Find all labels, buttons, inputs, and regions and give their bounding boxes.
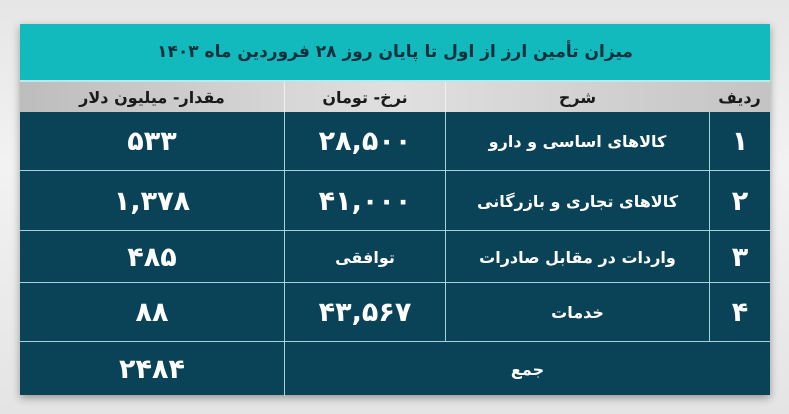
- total-row: جمع ۲۴۸۴: [20, 341, 770, 396]
- row-description: کالاهای تجاری و بازرگانی: [445, 171, 709, 231]
- row-description: واردات در مقابل صادرات: [445, 231, 709, 283]
- table-row: ۲ کالاهای تجاری و بازرگانی ۴۱,۰۰۰ ۱,۳۷۸: [20, 170, 770, 231]
- row-index: ۱: [709, 112, 770, 170]
- table-row: ۱ کالاهای اساسی و دارو ۲۸,۵۰۰ ۵۳۳: [20, 112, 770, 170]
- row-rate: ۴۱,۰۰۰: [284, 171, 445, 231]
- row-description: خدمات: [445, 283, 709, 342]
- row-amount: ۵۳۳: [127, 125, 177, 157]
- total-amount: ۲۴۸۴: [119, 353, 185, 385]
- row-index: ۳: [709, 231, 770, 283]
- header-description: شرح: [445, 82, 709, 112]
- table-body: ۱ کالاهای اساسی و دارو ۲۸,۵۰۰ ۵۳۳ ۲ کالا…: [20, 112, 770, 396]
- row-amount: ۸۸: [135, 297, 169, 328]
- row-rate: توافقی: [284, 231, 445, 283]
- currency-allocation-table: میزان تأمین ارز از اول تا پایان روز ۲۸ ف…: [20, 24, 770, 396]
- row-description: کالاهای اساسی و دارو: [445, 112, 709, 170]
- row-rate: ۴۳,۵۶۷: [284, 283, 445, 342]
- row-amount: ۴۸۵: [127, 241, 177, 273]
- header-amount: مقدار- میلیون دلار: [79, 87, 225, 107]
- row-amount: ۱,۳۷۸: [113, 185, 191, 217]
- header-row: ردیف شرح نرخ- تومان مقدار- میلیون دلار: [20, 82, 770, 112]
- row-index: ۴: [709, 283, 770, 342]
- row-index: ۲: [709, 171, 770, 231]
- header-index: ردیف: [718, 87, 761, 107]
- table-row: ۳ واردات در مقابل صادرات توافقی ۴۸۵: [20, 230, 770, 283]
- total-label: جمع: [284, 342, 770, 396]
- row-rate: ۲۸,۵۰۰: [284, 112, 445, 170]
- table-title: میزان تأمین ارز از اول تا پایان روز ۲۸ ف…: [20, 24, 770, 82]
- table-row: ۴ خدمات ۴۳,۵۶۷ ۸۸: [20, 282, 770, 342]
- header-rate: نرخ- تومان: [284, 82, 445, 112]
